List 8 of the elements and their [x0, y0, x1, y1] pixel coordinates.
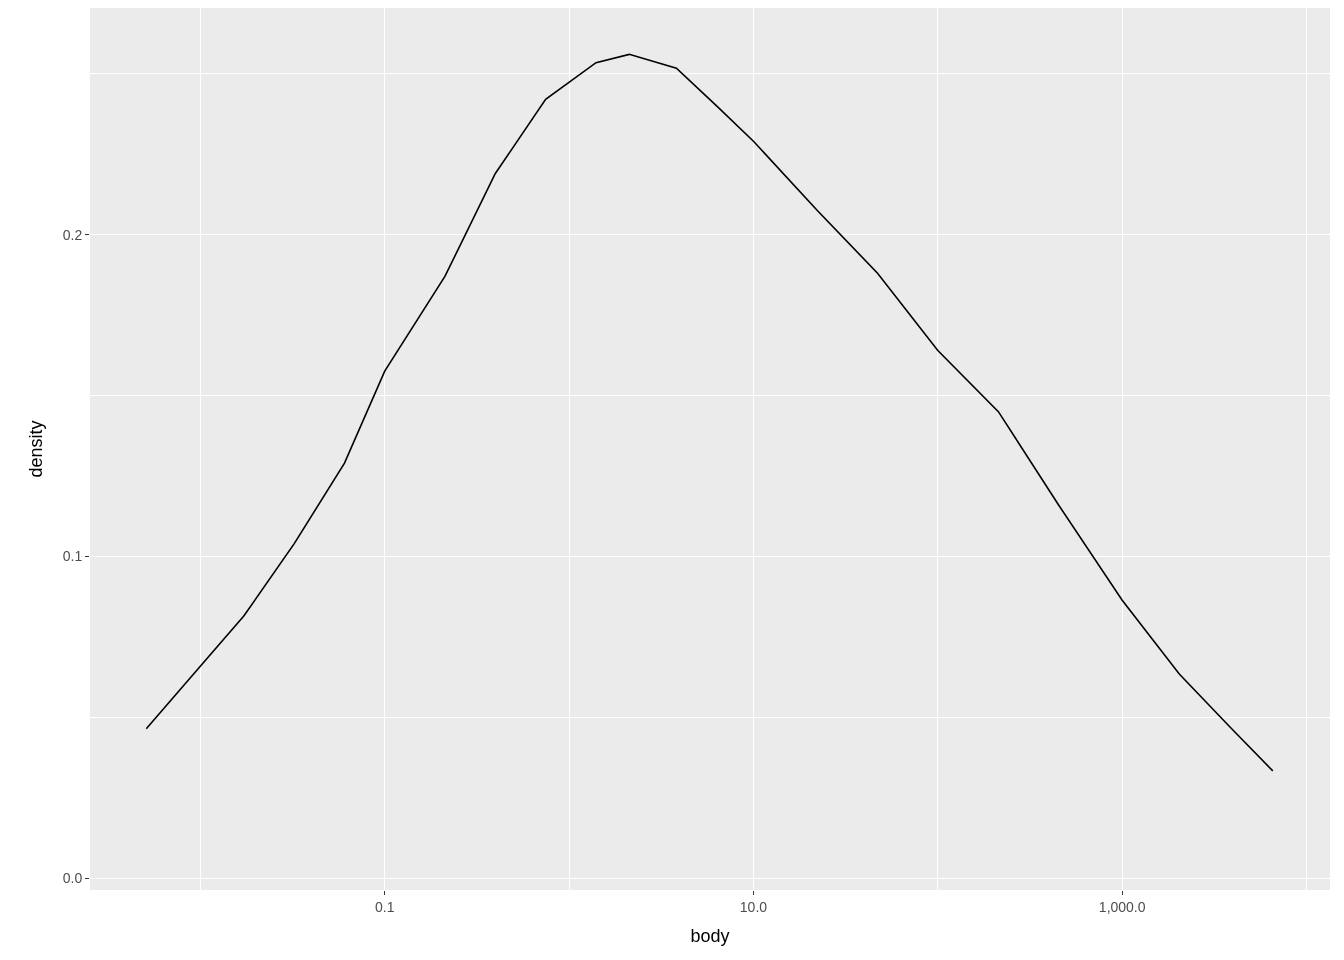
x-axis-title: body — [690, 925, 730, 946]
y-axis-title: density — [25, 420, 46, 478]
x-tick-label: 0.1 — [375, 898, 395, 915]
y-tick-label: 0.2 — [62, 226, 83, 243]
y-tick-label: 0.0 — [62, 870, 83, 887]
x-tick-label: 1,000.0 — [1098, 898, 1146, 915]
x-tick-label: 10.0 — [739, 898, 768, 915]
y-tick-label: 0.1 — [62, 548, 83, 565]
